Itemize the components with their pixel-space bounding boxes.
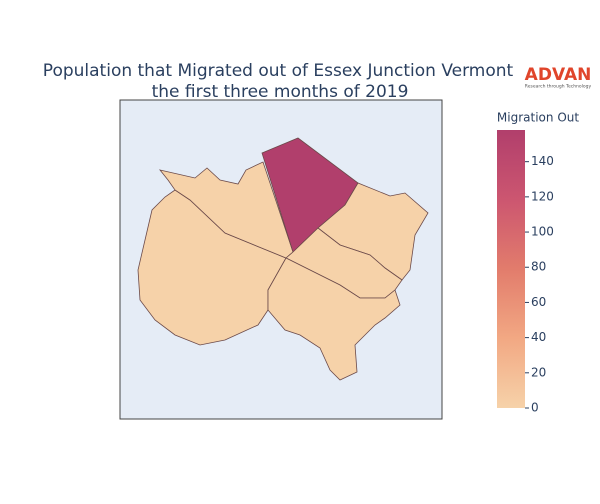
colorbar-title: Migration Out [497,111,579,125]
chart-title: Population that Migrated out of Essex Ju… [43,61,514,81]
colorbar-tick-label: 140 [531,154,554,168]
colorbar-tick-label: 20 [531,365,546,379]
region [158,161,294,259]
colorbar-tick-label: 0 [531,401,539,415]
colorbar-tick-label: 80 [531,260,546,274]
colorbar-tick-label: 60 [531,295,546,309]
colorbar [497,130,525,408]
logo-tagline: Research through Technology [525,84,592,90]
colorbar-tick-label: 40 [531,330,546,344]
logo-name: ADVAN [525,65,592,85]
region [267,257,401,381]
colorbar-tick-label: 100 [531,225,554,239]
chart-subtitle: the first three months of 2019 [152,82,409,102]
colorbar-tick-label: 120 [531,189,554,203]
